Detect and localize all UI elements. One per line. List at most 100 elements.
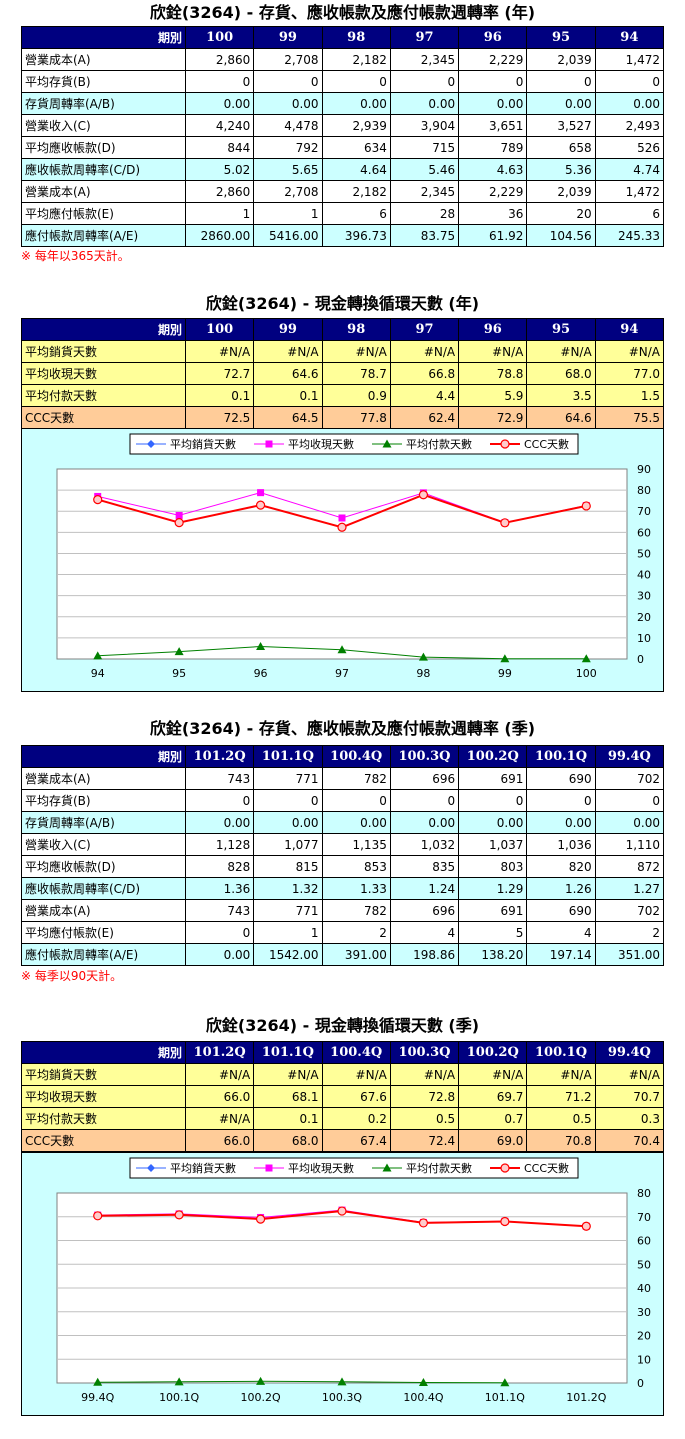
table-cell: 391.00	[321, 943, 391, 966]
table-cell: 1.24	[389, 877, 460, 900]
table-cell: 0	[389, 70, 460, 93]
table-cell: 5.9	[458, 384, 528, 407]
table-cell: 853	[321, 855, 391, 878]
table-cell: 5	[458, 921, 528, 944]
table-cell: 6	[594, 202, 665, 225]
table-row: 應付帳款周轉率(A/E) 2860.00 5416.00 396.73 83.75 61.…	[21, 224, 665, 247]
x-tick-label: 99.4Q	[81, 1391, 114, 1404]
data-point	[93, 1377, 103, 1386]
y-tick-label: 80	[637, 484, 651, 497]
table-cell: 75.5	[594, 406, 665, 429]
table-cell: 5416.00	[253, 224, 323, 247]
table-row: 應收帳款周轉率(C/D) 1.36 1.32 1.33 1.24 1.29 1.26 1.27	[21, 877, 665, 900]
table-cell: 0	[389, 789, 460, 812]
table-row: 營業成本(A) 2,860 2,708 2,182 2,345 2,229 2,039 1,4…	[21, 180, 665, 203]
table-cell: 0.1	[253, 1107, 323, 1130]
y-tick-label: 80	[637, 1187, 651, 1200]
column-header: 100.4Q	[321, 1041, 391, 1064]
table-cell: 2,939	[321, 114, 391, 137]
table-cell: 1.29	[458, 877, 528, 900]
table-cell: 0.00	[458, 811, 528, 834]
table-cell: 696	[389, 899, 460, 922]
table-cell: 1	[253, 921, 323, 944]
data-point	[174, 518, 184, 528]
table-row: 營業成本(A) 743 771 782 696 691 690 702	[21, 899, 665, 922]
row-label: 平均應收帳款(D)	[21, 855, 186, 878]
table-cell: #N/A	[321, 1063, 391, 1086]
y-tick-label: 30	[637, 1306, 651, 1319]
table-cell: 6	[321, 202, 391, 225]
table-row: 營業收入(C) 1,128 1,077 1,135 1,032 1,037 1,036 1,1…	[21, 833, 665, 856]
table-cell: #N/A	[458, 1063, 528, 1086]
table-cell: 71.2	[526, 1085, 596, 1108]
table-cell: 2,182	[321, 180, 391, 203]
table-cell: 815	[253, 855, 323, 878]
legend-marker	[265, 1164, 273, 1172]
x-tick-label: 100.2Q	[240, 1391, 280, 1404]
table-cell: 696	[389, 767, 460, 790]
y-tick-label: 0	[637, 1377, 644, 1390]
table-cell: 1	[253, 202, 323, 225]
table-cell: 0.00	[389, 92, 460, 115]
table-cell: 1.27	[594, 877, 665, 900]
table-cell: 245.33	[594, 224, 665, 247]
table-cell: 64.6	[253, 362, 323, 385]
table-cell: 2	[321, 921, 391, 944]
table-cell: 4,478	[253, 114, 323, 137]
column-header: 99.4Q	[594, 1041, 665, 1064]
table-cell: 1,472	[594, 180, 665, 203]
row-label: 營業成本(A)	[21, 180, 186, 203]
table-row: 平均銷貨天數 #N/A #N/A #N/A #N/A #N/A #N/A #N/A	[21, 1063, 665, 1086]
table-cell: 2,860	[184, 180, 255, 203]
header-row: 期別 100 99 98 97 96 95 94	[21, 26, 665, 49]
table-row: 平均應付帳款(E) 0 1 2 4 5 4 2	[21, 921, 665, 944]
annual-turnover-title: 欣銓(3264) - 存貨、應收帳款及應付帳款週轉率 (年)	[149, 3, 536, 22]
data-point	[256, 1376, 266, 1385]
x-tick-label: 100.4Q	[403, 1391, 443, 1404]
table-cell: 872	[594, 855, 665, 878]
table-row: 平均存貨(B) 0 0 0 0 0 0 0	[21, 70, 665, 93]
table-cell: 0.00	[594, 811, 665, 834]
y-tick-label: 40	[637, 569, 651, 582]
table-cell: 2,345	[389, 180, 460, 203]
table-cell: 0.00	[526, 811, 596, 834]
data-point	[418, 652, 428, 661]
table-cell: 792	[253, 136, 323, 159]
data-point	[418, 1218, 429, 1228]
table-cell: 690	[526, 767, 596, 790]
row-label: 平均存貨(B)	[21, 70, 186, 93]
table-cell: 66.0	[184, 1085, 255, 1108]
table-cell: 1.36	[184, 877, 255, 900]
column-header: 101.2Q	[184, 1041, 255, 1064]
table-cell: 0.00	[526, 92, 596, 115]
column-header: 100.1Q	[526, 1041, 596, 1064]
legend-marker	[382, 439, 392, 448]
data-point	[581, 654, 591, 663]
quarterly-turnover-note: ※ 每季以90天計。	[21, 969, 123, 983]
table-cell: 0	[458, 789, 528, 812]
table-cell: 66.0	[184, 1129, 255, 1152]
table-row: 平均付款天數 0.1 0.1 0.9 4.4 5.9 3.5 1.5	[21, 384, 665, 407]
column-header: 94	[594, 26, 665, 49]
quarterly-ccc-title: 欣銓(3264) - 現金轉換循環天數 (季)	[205, 1016, 480, 1035]
table-cell: 61.92	[458, 224, 528, 247]
table-row: 應付帳款周轉率(A/E) 0.00 1542.00 391.00 198.86 138.2…	[21, 943, 665, 966]
table-cell: 72.5	[184, 406, 255, 429]
quarterly-turnover-table: 期別 101.2Q 101.1Q 100.4Q 100.3Q 100.2Q 100.1Q 99…	[21, 745, 665, 966]
table-cell: 0.9	[321, 384, 391, 407]
table-cell: 0.7	[458, 1107, 528, 1130]
data-point	[175, 511, 183, 519]
legend-marker	[382, 1163, 392, 1172]
y-tick-label: 40	[637, 1282, 651, 1295]
table-cell: 0	[526, 789, 596, 812]
x-tick-label: 96	[254, 667, 268, 680]
table-cell: 828	[184, 855, 255, 878]
x-tick-label: 101.1Q	[485, 1391, 525, 1404]
x-tick-label: 100	[576, 667, 597, 680]
table-cell: 702	[594, 767, 665, 790]
column-header: 98	[321, 318, 391, 341]
table-cell: 64.5	[253, 406, 323, 429]
legend-marker	[147, 440, 155, 448]
table-cell: 1,110	[594, 833, 665, 856]
legend-marker	[265, 440, 273, 448]
